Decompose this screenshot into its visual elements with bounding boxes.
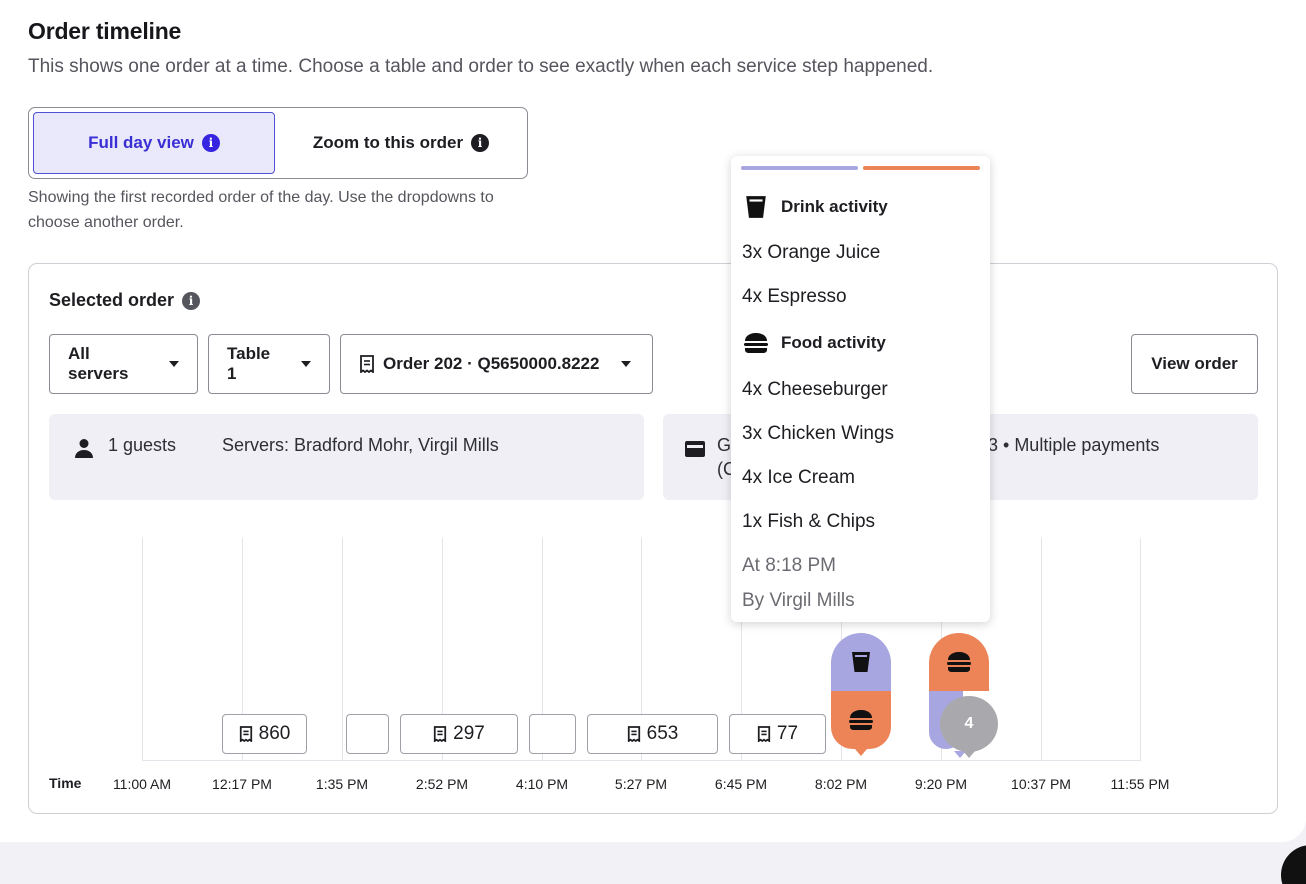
order-timeline-card: Order timeline This shows one order at a… <box>0 0 1306 842</box>
gridline <box>1140 538 1141 761</box>
time-tick: 12:17 PM <box>212 776 272 792</box>
order-tag[interactable]: 297 <box>400 714 518 754</box>
page-title: Order timeline <box>28 18 182 44</box>
view-order-button[interactable]: View order <box>1131 334 1258 394</box>
drink-activity-heading: Drink activity <box>743 194 888 220</box>
guest-count: 1 guests <box>108 435 177 455</box>
food-heading-label: Food activity <box>781 333 886 352</box>
gridline <box>542 538 543 761</box>
payment-label: G <box>717 435 732 455</box>
drink-event-marker[interactable] <box>831 633 891 691</box>
receipt-icon <box>434 726 447 742</box>
time-tick: 11:55 PM <box>1110 776 1170 792</box>
help-chat-button[interactable] <box>1281 845 1306 884</box>
order-dropdown-value: Order 202 · Q5650000.8222 <box>383 354 600 373</box>
order-tag[interactable] <box>346 714 389 754</box>
gridline <box>741 538 742 761</box>
marker-pointer <box>963 751 975 758</box>
servers-list: Servers: Bradford Mohr, Virgil Mills <box>222 435 499 455</box>
cup-icon <box>852 652 870 672</box>
receipt-icon <box>360 355 374 373</box>
card-icon <box>685 441 705 457</box>
time-tick: 8:02 PM <box>814 776 868 792</box>
order-tag-number: 653 <box>646 723 679 744</box>
selected-order-label: Selected order <box>49 290 175 310</box>
drink-color-bar <box>741 166 858 170</box>
server-dropdown-value: All servers <box>68 344 129 383</box>
timeline-baseline <box>142 760 1141 761</box>
drink-heading-label: Drink activity <box>781 197 888 216</box>
server-dropdown[interactable]: All servers <box>49 334 198 394</box>
burger-icon <box>947 652 971 672</box>
food-event-marker[interactable] <box>929 633 989 691</box>
order-tag[interactable] <box>529 714 576 754</box>
drink-item: 3x Orange Juice <box>742 242 881 263</box>
timeline-chart: Time 11:00 AM 12:17 PM 1:35 PM 2:52 PM 4… <box>29 534 1279 815</box>
zoom-to-order-label: Zoom to this order <box>312 133 464 152</box>
guest-info-box: 1 guests Servers: Bradford Mohr, Virgil … <box>49 414 644 500</box>
info-icon[interactable]: i <box>471 134 490 152</box>
selected-order-panel: Selected order i All servers Table 1 Ord… <box>28 263 1278 814</box>
view-toggle: Full day view i Zoom to this order i <box>28 107 528 179</box>
table-dropdown-value: Table 1 <box>227 344 271 383</box>
food-event-marker[interactable] <box>831 691 891 749</box>
view-order-label: View order <box>1151 354 1238 373</box>
order-tag-number: 77 <box>776 723 799 744</box>
page-subtitle: This shows one order at a time. Choose a… <box>28 56 934 77</box>
gridline <box>142 538 143 761</box>
gridline <box>1041 538 1042 761</box>
time-tick: 11:00 AM <box>112 776 172 792</box>
time-tick: 9:20 PM <box>914 776 968 792</box>
time-tick: 10:37 PM <box>1011 776 1071 792</box>
chevron-down-icon <box>621 361 632 367</box>
event-count-bubble[interactable]: 4 <box>940 696 998 752</box>
payment-summary: 3 • Multiple payments <box>988 435 1160 455</box>
cup-icon <box>746 196 766 218</box>
time-axis-label: Time <box>49 775 82 791</box>
order-tag-number: 297 <box>453 723 485 744</box>
gridline <box>242 538 243 761</box>
selected-order-title: Selected order i <box>49 290 201 311</box>
gridline <box>442 538 443 761</box>
marker-pointer <box>954 751 966 758</box>
full-day-view-label: Full day view <box>88 133 194 152</box>
event-time: At 8:18 PM <box>742 555 836 576</box>
time-tick: 4:10 PM <box>515 776 569 792</box>
burger-icon <box>849 710 873 730</box>
info-icon[interactable]: i <box>182 291 201 310</box>
full-day-view-button[interactable]: Full day view i <box>33 112 275 174</box>
order-tag[interactable]: 77 <box>729 714 826 754</box>
food-item: 1x Fish & Chips <box>742 511 876 532</box>
time-tick: 2:52 PM <box>415 776 469 792</box>
time-tick: 6:45 PM <box>714 776 768 792</box>
table-dropdown[interactable]: Table 1 <box>208 334 330 394</box>
order-tag[interactable]: 860 <box>222 714 307 754</box>
food-activity-heading: Food activity <box>743 332 886 354</box>
food-item: 4x Cheeseburger <box>742 379 888 400</box>
time-tick: 5:27 PM <box>614 776 668 792</box>
burger-icon <box>744 333 768 353</box>
gridline <box>641 538 642 761</box>
gridline <box>342 538 343 761</box>
food-item: 4x Ice Cream <box>742 467 855 488</box>
marker-pointer <box>855 749 867 756</box>
chevron-down-icon <box>169 361 179 367</box>
receipt-icon <box>757 726 771 742</box>
person-icon <box>75 439 93 458</box>
info-icon[interactable]: i <box>201 134 220 152</box>
event-author: By Virgil Mills <box>742 590 855 611</box>
drink-item: 4x Espresso <box>742 286 847 307</box>
receipt-icon <box>627 726 640 742</box>
receipt-icon <box>239 726 252 742</box>
order-tag[interactable]: 653 <box>587 714 718 754</box>
food-color-bar <box>863 166 980 170</box>
order-dropdown[interactable]: Order 202 · Q5650000.8222 <box>340 334 653 394</box>
event-tooltip: Drink activity 3x Orange Juice 4x Espres… <box>731 156 990 622</box>
food-item: 3x Chicken Wings <box>742 423 895 444</box>
zoom-to-order-button[interactable]: Zoom to this order i <box>279 112 523 174</box>
time-tick: 1:35 PM <box>315 776 369 792</box>
chevron-down-icon <box>301 361 311 367</box>
order-tag-number: 860 <box>258 723 291 744</box>
view-hint: Showing the first recorded order of the … <box>28 189 494 231</box>
